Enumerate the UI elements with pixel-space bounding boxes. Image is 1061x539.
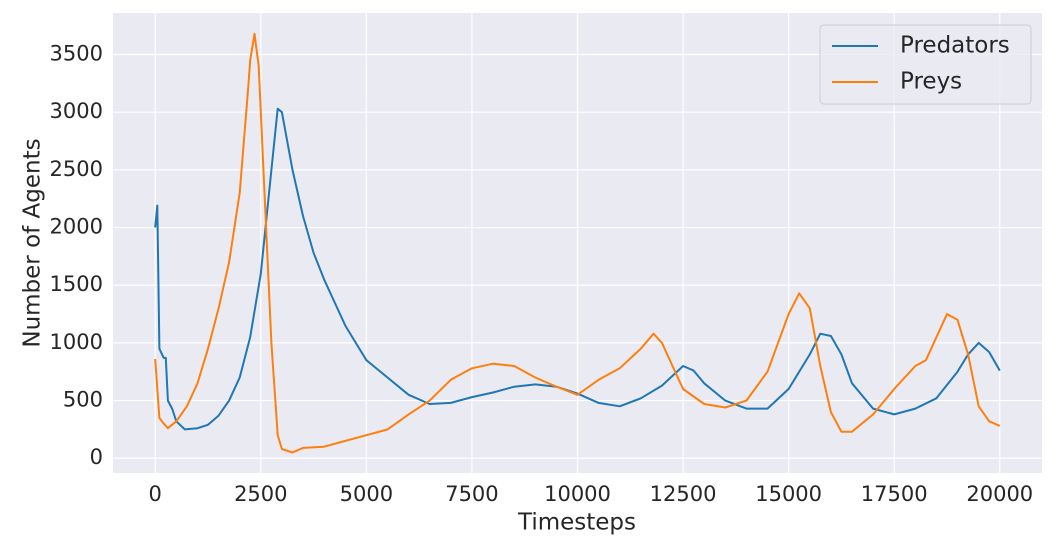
y-tick-label: 3000	[50, 99, 103, 123]
legend-label: Preys	[900, 69, 962, 95]
x-tick-label: 7500	[445, 482, 498, 506]
y-tick-label: 2000	[50, 215, 103, 239]
x-tick-label: 15000	[755, 482, 822, 506]
x-tick-label: 12500	[650, 482, 717, 506]
series-line	[154, 32, 1001, 454]
legend-box	[819, 24, 1032, 105]
ticks: 0 2500 5000 7500 10000 12500 15000 17500 20000 0 5…	[50, 42, 1034, 506]
y-tick-label: 1000	[50, 330, 103, 354]
legend-label: Predators	[900, 33, 1010, 59]
x-tick-label: 17500	[861, 482, 928, 506]
y-axis-label: Number of Agents	[20, 138, 46, 347]
y-tick-label: 500	[63, 388, 103, 412]
legend: Predators Preys	[819, 24, 1032, 105]
x-tick-label: 2500	[234, 482, 287, 506]
series-line	[154, 107, 1001, 431]
y-tick-label: 2500	[50, 157, 103, 181]
x-tick-label: 5000	[340, 482, 393, 506]
lines	[154, 32, 1001, 454]
x-tick-label: 10000	[544, 482, 611, 506]
y-tick-label: 3500	[50, 42, 103, 66]
x-tick-label: 0	[149, 482, 162, 506]
y-tick-label: 1500	[50, 272, 103, 296]
y-tick-label: 0	[90, 445, 103, 469]
x-axis-label: Timesteps	[517, 510, 636, 536]
x-tick-label: 20000	[966, 482, 1033, 506]
